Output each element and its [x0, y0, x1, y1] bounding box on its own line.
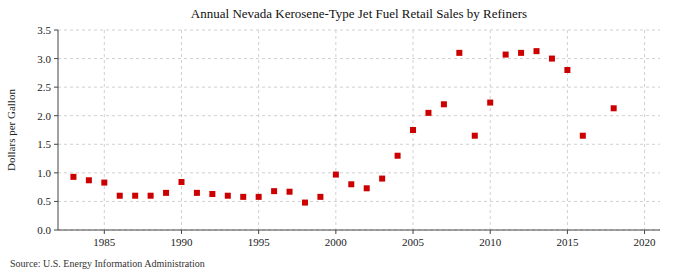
y-tick-label: 1.5	[37, 138, 51, 150]
point	[209, 191, 215, 197]
x-tick	[567, 230, 568, 234]
x-grid-line	[567, 30, 568, 230]
y-tick	[54, 30, 58, 31]
point	[534, 48, 540, 54]
y-tick	[54, 115, 58, 116]
x-grid-line	[644, 30, 645, 230]
x-grid-line	[335, 30, 336, 230]
chart-svg: 1985 1990 1995 2000 2005 2010 2015 2020 0.0 0.5 1.…	[0, 0, 675, 275]
point	[333, 172, 339, 178]
point	[163, 190, 169, 196]
background	[0, 0, 675, 275]
point	[564, 67, 570, 73]
point	[395, 153, 401, 159]
point	[518, 50, 524, 56]
x-tick	[413, 230, 414, 234]
chart-container: 1985 1990 1995 2000 2005 2010 2015 2020 0.0 0.5 1.…	[0, 0, 675, 275]
title: Annual Nevada Kerosene-Type Jet Fuel Ret…	[191, 6, 527, 21]
y-grid-line	[58, 115, 660, 116]
grid	[58, 30, 660, 230]
point	[225, 193, 231, 199]
point	[317, 194, 323, 200]
y-tick	[54, 58, 58, 59]
point	[472, 133, 478, 139]
y-grid-line	[58, 87, 660, 88]
x-axis-line	[58, 230, 660, 231]
y-grid-line	[58, 58, 660, 59]
point	[178, 179, 184, 185]
x-tick-label: 2010	[479, 236, 502, 248]
point	[148, 193, 154, 199]
y-tick-label: 2.5	[37, 81, 51, 93]
x-tick	[258, 230, 259, 234]
points	[70, 48, 616, 205]
point	[580, 133, 586, 139]
y-grid-line	[58, 201, 660, 202]
point	[194, 190, 200, 196]
point	[117, 193, 123, 199]
x-tick-label: 1990	[170, 236, 193, 248]
y-grid-line	[58, 30, 660, 31]
x-grid-line	[490, 30, 491, 230]
x-grid-line	[258, 30, 259, 230]
y-grid-line	[58, 230, 660, 231]
point	[425, 110, 431, 116]
point	[101, 180, 107, 186]
x-tick-label: 2020	[634, 236, 657, 248]
point	[549, 56, 555, 62]
point	[487, 100, 493, 106]
point	[302, 200, 308, 206]
axes: 1985 1990 1995 2000 2005 2010 2015 2020 0.0 0.5 1.…	[37, 24, 656, 248]
y-tick-label: 3.5	[37, 24, 51, 36]
y-tick-label: 1.0	[37, 167, 51, 179]
point	[456, 50, 462, 56]
x-tick-label: 1985	[93, 236, 116, 248]
y-tick-label: 2.0	[37, 110, 51, 122]
point	[410, 127, 416, 133]
x-tick-label: 2015	[556, 236, 579, 248]
point	[271, 188, 277, 194]
x-tick-label: 2005	[402, 236, 425, 248]
point	[240, 194, 246, 200]
x-tick-label: 1995	[248, 236, 271, 248]
y-tick-label: 0.0	[37, 224, 51, 236]
point	[287, 189, 293, 195]
point	[348, 181, 354, 187]
x-grid-line	[104, 30, 105, 230]
point	[379, 176, 385, 182]
x-tick	[104, 230, 105, 234]
y-tick	[54, 172, 58, 173]
point	[364, 185, 370, 191]
point	[86, 177, 92, 183]
x-tick	[181, 230, 182, 234]
y-tick-label: 3.0	[37, 53, 51, 65]
point	[503, 52, 509, 58]
point	[132, 193, 138, 199]
y-tick	[54, 87, 58, 88]
x-tick	[644, 230, 645, 234]
y-axis-label: Dollars per Gallon	[5, 89, 17, 171]
x-grid-line	[181, 30, 182, 230]
y-grid-line	[58, 172, 660, 173]
point	[611, 105, 617, 111]
x-tick-label: 2000	[325, 236, 348, 248]
x-tick	[490, 230, 491, 234]
y-grid-line	[58, 144, 660, 145]
y-tick	[54, 144, 58, 145]
point	[441, 101, 447, 107]
y-tick	[54, 230, 58, 231]
y-axis-line	[58, 30, 59, 230]
x-tick	[335, 230, 336, 234]
y-tick	[54, 201, 58, 202]
y-tick-label: 0.5	[37, 195, 51, 207]
point	[70, 174, 76, 180]
source-note: Source: U.S. Energy Information Administ…	[10, 258, 205, 269]
point	[256, 194, 262, 200]
